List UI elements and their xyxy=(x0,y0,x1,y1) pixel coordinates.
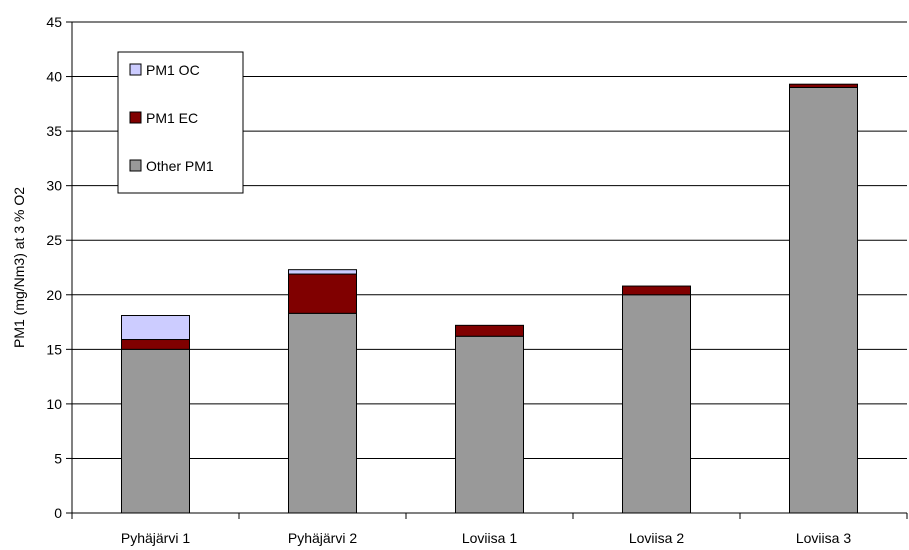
bar-segment xyxy=(121,339,190,350)
legend-label: PM1 EC xyxy=(146,110,198,126)
x-tick-label: Pyhäjärvi 2 xyxy=(288,530,357,546)
bar-segment xyxy=(622,285,691,296)
bar-segment xyxy=(789,83,858,88)
legend-swatch xyxy=(129,159,142,172)
legend-swatch xyxy=(129,63,142,76)
y-tick-label: 5 xyxy=(54,450,62,466)
bar-segment xyxy=(288,273,357,314)
x-tick-label: Loviisa 2 xyxy=(629,530,684,546)
bar-segment xyxy=(121,315,190,341)
axes xyxy=(66,21,908,519)
y-tick-label: 15 xyxy=(46,341,62,357)
bar-segment xyxy=(288,269,357,275)
y-tick-label: 45 xyxy=(46,14,62,30)
y-tick-label: 10 xyxy=(46,396,62,412)
bar-segment xyxy=(288,312,357,514)
y-tick-label: 25 xyxy=(46,232,62,248)
legend-label: PM1 OC xyxy=(146,62,200,78)
bar-segment xyxy=(455,335,524,514)
y-tick-label: 20 xyxy=(46,287,62,303)
tick-labels: 0 5 10 15 20 25 30 35 40 45 Pyhäjärvi 1 Pyhäjärvi 2… xyxy=(46,14,851,546)
bar-segment xyxy=(622,294,691,514)
x-tick-label: Pyhäjärvi 1 xyxy=(121,530,190,546)
x-tick-label: Loviisa 3 xyxy=(796,530,851,546)
legend-swatch xyxy=(129,111,142,124)
bar-segment xyxy=(455,324,524,337)
bar-segment xyxy=(789,86,858,514)
y-tick-label: 0 xyxy=(54,505,62,521)
x-tick-label: Loviisa 1 xyxy=(462,530,517,546)
legend: PM1 OC PM1 EC Other PM1 xyxy=(117,51,244,194)
y-tick-label: 40 xyxy=(46,69,62,85)
bar-segment xyxy=(121,348,190,514)
y-tick-label: 35 xyxy=(46,123,62,139)
y-tick-label: 30 xyxy=(46,178,62,194)
bars xyxy=(121,83,858,514)
y-axis-title: PM1 (mg/Nm3) at 3 % O2 xyxy=(11,187,27,348)
legend-label: Other PM1 xyxy=(146,158,214,174)
